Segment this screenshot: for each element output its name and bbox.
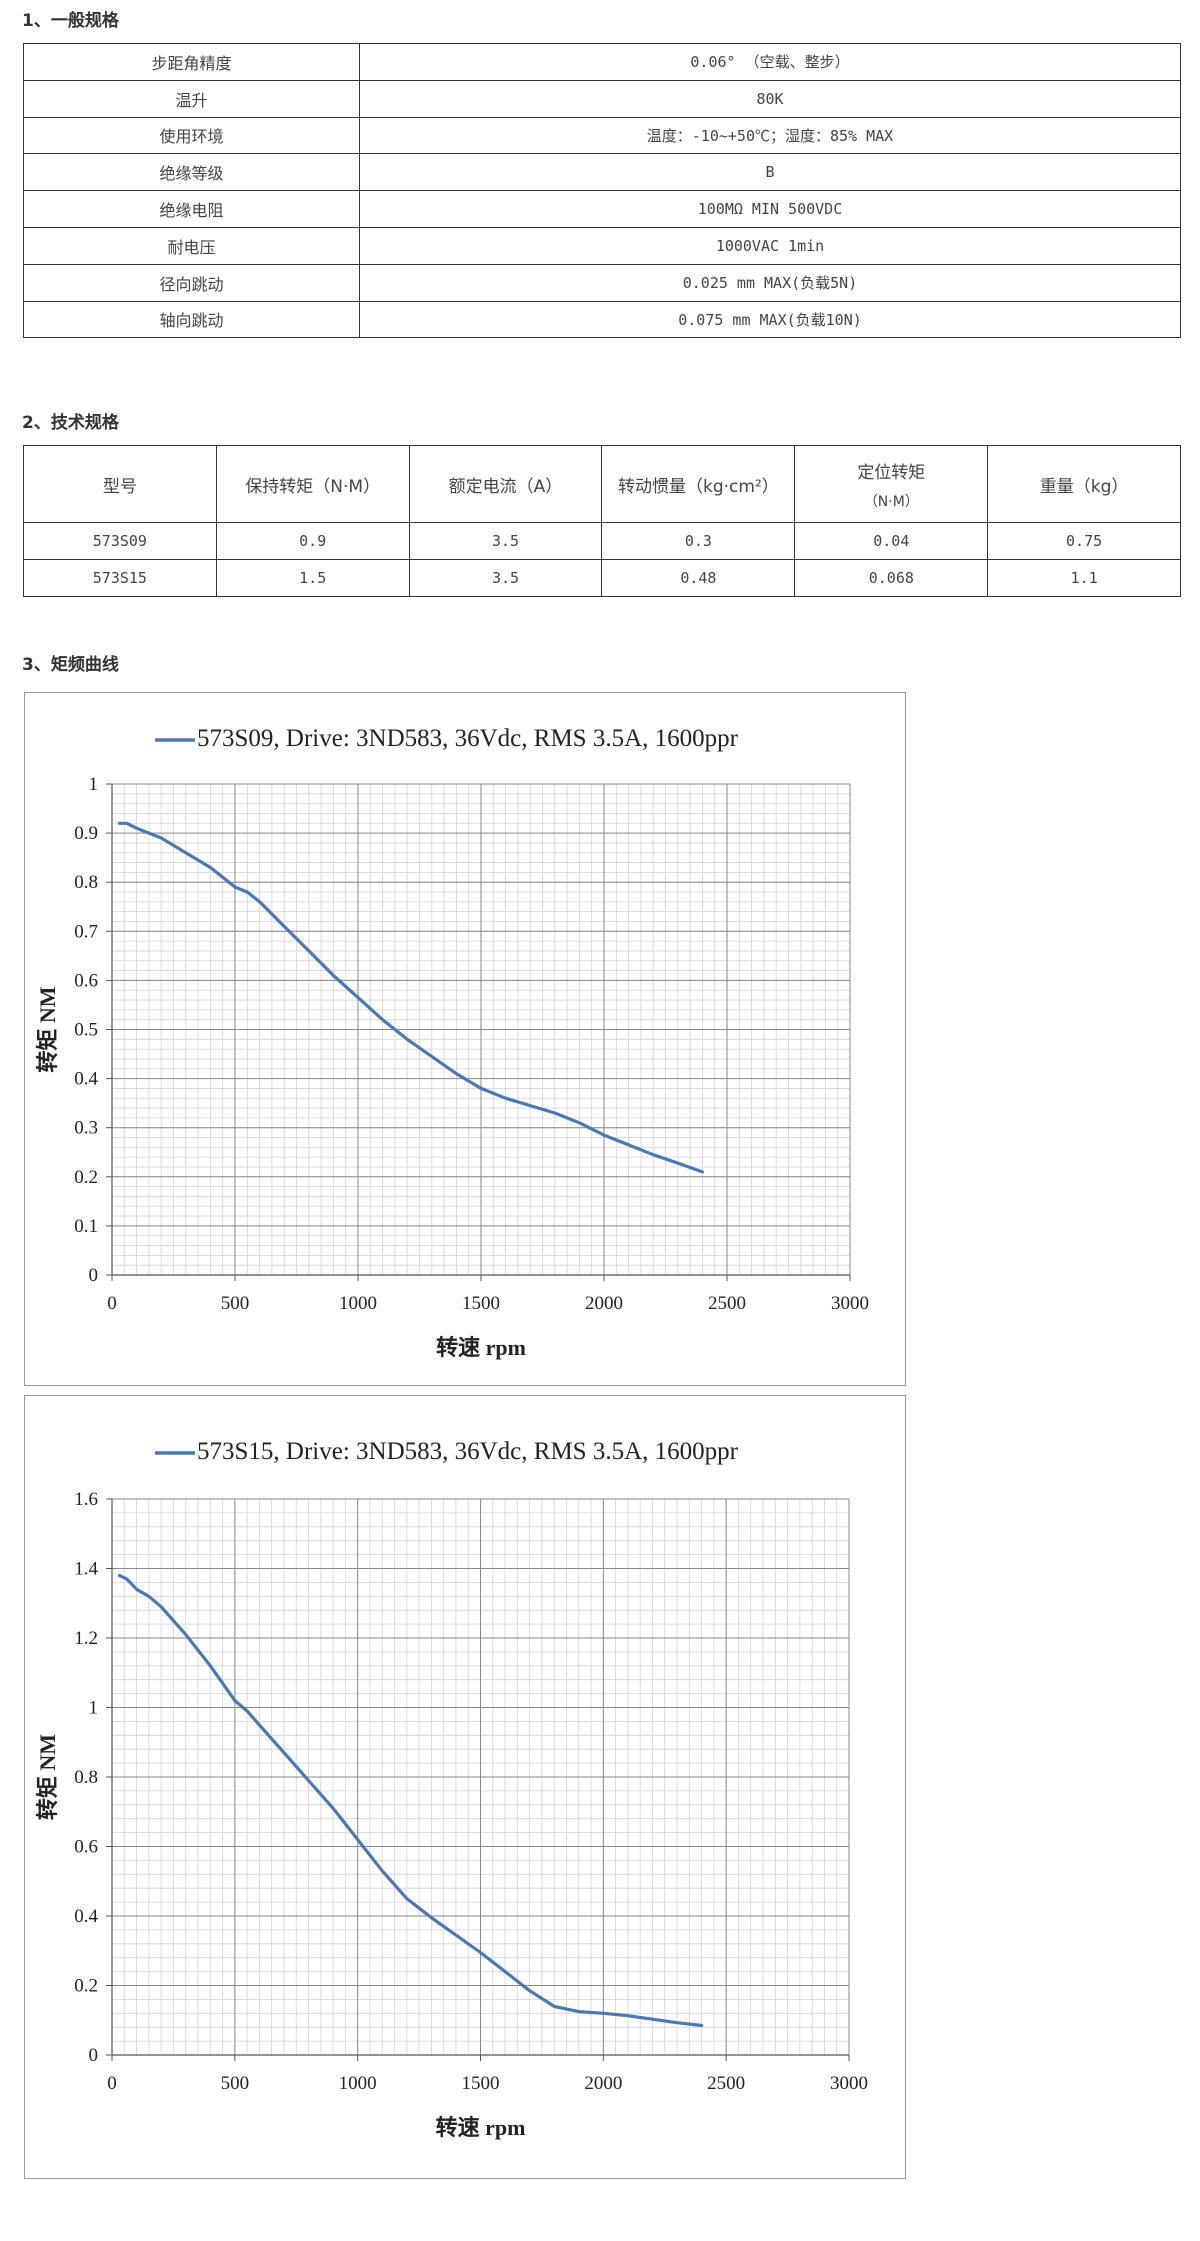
y-tick-label: 0.2 bbox=[74, 1976, 98, 1997]
x-tick-label: 1000 bbox=[339, 2073, 377, 2094]
header-cell: 转动惯量（kg·cm²） bbox=[601, 445, 796, 523]
x-tick-label: 500 bbox=[221, 2073, 250, 2094]
chart-svg: 0 500 1000 1500 2000 2500 3000 0 0.1 0.2 0.3 0.4 0.5… bbox=[35, 725, 869, 1360]
spec-label: 耐电压 bbox=[23, 226, 360, 265]
header-cell-unit: （N·M） bbox=[863, 493, 919, 510]
table-cell: 0.75 bbox=[987, 522, 1181, 560]
y-tick-label: 1 bbox=[89, 1698, 99, 1719]
table-row: 绝缘电阻 100MΩ MIN 500VDC bbox=[23, 190, 1181, 228]
table-row: 绝缘等级 B bbox=[23, 153, 1181, 192]
spec-value: B bbox=[359, 153, 1181, 192]
y-tick-label: 0 bbox=[89, 1265, 99, 1286]
x-tick-label: 2000 bbox=[585, 1293, 623, 1314]
y-tick-label: 0.6 bbox=[74, 970, 98, 991]
table-row: 步距角精度 0.06° （空载、整步） bbox=[23, 43, 1181, 81]
spec-label: 绝缘等级 bbox=[23, 153, 360, 192]
y-tick-label: 0.9 bbox=[74, 823, 98, 844]
x-tick-label: 1500 bbox=[462, 1293, 500, 1314]
table-row: 573S09 0.9 3.5 0.3 0.04 0.75 bbox=[23, 522, 1181, 560]
x-tick-label: 1500 bbox=[462, 2073, 500, 2094]
table-cell: 0.04 bbox=[794, 522, 989, 560]
general-specs-table: 步距角精度 0.06° （空载、整步） 温升 80K 使用环境 温度：-10~+50℃… bbox=[23, 43, 1181, 339]
header-cell: 保持转矩（N·M） bbox=[215, 445, 410, 523]
x-tick-label: 0 bbox=[107, 1293, 117, 1314]
table-cell: 573S09 bbox=[23, 522, 217, 560]
header-cell: 重量（kg） bbox=[987, 445, 1181, 523]
table-cell: 0.9 bbox=[215, 522, 410, 560]
spec-label: 使用环境 bbox=[23, 116, 360, 155]
y-tick-label: 0 bbox=[89, 2045, 99, 2066]
y-tick-label: 0.8 bbox=[74, 1767, 98, 1788]
y-axis-title: 转矩 NM bbox=[35, 1734, 60, 1820]
y-tick-label: 1 bbox=[89, 774, 99, 795]
torque-chart-573s09: 0 500 1000 1500 2000 2500 3000 0 0.1 0.2 0.3 0.4 0.5… bbox=[24, 692, 906, 1386]
table-cell: 0.068 bbox=[794, 559, 989, 597]
spec-label: 步距角精度 bbox=[23, 43, 360, 81]
header-cell: 额定电流（A） bbox=[408, 445, 603, 523]
y-tick-label: 0.7 bbox=[74, 921, 98, 942]
table-cell: 0.48 bbox=[601, 559, 796, 597]
spec-value: 0.075 mm MAX(负载10N) bbox=[359, 300, 1181, 339]
x-tick-label: 2500 bbox=[708, 1293, 746, 1314]
table-row: 轴向跳动 0.075 mm MAX(负载10N) bbox=[23, 300, 1181, 339]
table-row: 温升 80K bbox=[23, 79, 1181, 118]
section-title-tech: 2、技术规格 bbox=[22, 413, 119, 433]
table-row: 耐电压 1000VAC 1min bbox=[23, 226, 1181, 265]
y-tick-label: 0.2 bbox=[74, 1167, 98, 1188]
table-cell: 573S15 bbox=[23, 559, 217, 597]
header-cell: 型号 bbox=[23, 445, 217, 523]
x-tick-label: 2000 bbox=[584, 2073, 622, 2094]
y-tick-label: 1.4 bbox=[74, 1559, 98, 1580]
spec-label: 径向跳动 bbox=[23, 263, 360, 302]
table-row: 使用环境 温度：-10~+50℃；湿度：85% MAX bbox=[23, 116, 1181, 155]
spec-label: 温升 bbox=[23, 79, 360, 118]
y-tick-label: 0.1 bbox=[74, 1216, 98, 1237]
header-cell: 定位转矩 （N·M） bbox=[794, 445, 989, 523]
x-tick-label: 3000 bbox=[831, 1293, 869, 1314]
legend-label: 573S09, Drive: 3ND583, 36Vdc, RMS 3.5A, … bbox=[197, 725, 739, 752]
x-tick-label: 0 bbox=[107, 2073, 117, 2094]
y-tick-label: 1.2 bbox=[74, 1628, 98, 1649]
y-tick-label: 0.5 bbox=[74, 1020, 98, 1041]
chart-svg: 0 500 1000 1500 2000 2500 3000 0 0.2 0.4 0.6 0.8 1 1.… bbox=[35, 1438, 868, 2140]
y-tick-label: 1.6 bbox=[74, 1489, 98, 1510]
y-tick-label: 0.4 bbox=[74, 1906, 98, 1927]
table-header-row: 型号 保持转矩（N·M） 额定电流（A） 转动惯量（kg·cm²） 定位转矩 （… bbox=[23, 445, 1181, 523]
y-axis-title: 转矩 NM bbox=[35, 986, 60, 1072]
x-tick-label: 2500 bbox=[707, 2073, 745, 2094]
table-cell: 0.3 bbox=[601, 522, 796, 560]
table-cell: 3.5 bbox=[408, 559, 603, 597]
table-cell: 3.5 bbox=[408, 522, 603, 560]
spec-value: 100MΩ MIN 500VDC bbox=[359, 190, 1181, 228]
table-cell: 1.1 bbox=[987, 559, 1181, 597]
table-row: 573S15 1.5 3.5 0.48 0.068 1.1 bbox=[23, 559, 1181, 597]
y-tick-label: 0.6 bbox=[74, 1837, 98, 1858]
spec-value: 80K bbox=[359, 79, 1181, 118]
x-axis-title: 转速 rpm bbox=[436, 2115, 526, 2140]
x-axis-title: 转速 rpm bbox=[436, 1335, 526, 1360]
series-line bbox=[117, 821, 705, 1174]
spec-value: 0.06° （空载、整步） bbox=[359, 43, 1181, 81]
spec-value: 0.025 mm MAX(负载5N) bbox=[359, 263, 1181, 302]
header-cell-title: 定位转矩 bbox=[857, 462, 926, 483]
spec-label: 绝缘电阻 bbox=[23, 190, 360, 228]
section-title-general: 1、一般规格 bbox=[22, 11, 119, 31]
table-row: 径向跳动 0.025 mm MAX(负载5N) bbox=[23, 263, 1181, 302]
x-tick-label: 1000 bbox=[339, 1293, 377, 1314]
y-tick-label: 0.8 bbox=[74, 872, 98, 893]
y-tick-label: 0.4 bbox=[74, 1069, 98, 1090]
spec-value: 1000VAC 1min bbox=[359, 226, 1181, 265]
spec-label: 轴向跳动 bbox=[23, 300, 360, 339]
series-line bbox=[117, 1573, 704, 2028]
section-title-curve: 3、矩频曲线 bbox=[22, 655, 119, 675]
x-tick-label: 3000 bbox=[830, 2073, 868, 2094]
spec-value: 温度：-10~+50℃；湿度：85% MAX bbox=[359, 116, 1181, 155]
tech-specs-table: 型号 保持转矩（N·M） 额定电流（A） 转动惯量（kg·cm²） 定位转矩 （… bbox=[23, 445, 1181, 597]
table-cell: 1.5 bbox=[215, 559, 410, 597]
x-tick-label: 500 bbox=[221, 1293, 250, 1314]
legend-label: 573S15, Drive: 3ND583, 36Vdc, RMS 3.5A, … bbox=[197, 1438, 739, 1465]
torque-chart-573s15: 0 500 1000 1500 2000 2500 3000 0 0.2 0.4 0.6 0.8 1 1.… bbox=[24, 1395, 906, 2179]
y-tick-label: 0.3 bbox=[74, 1118, 98, 1139]
